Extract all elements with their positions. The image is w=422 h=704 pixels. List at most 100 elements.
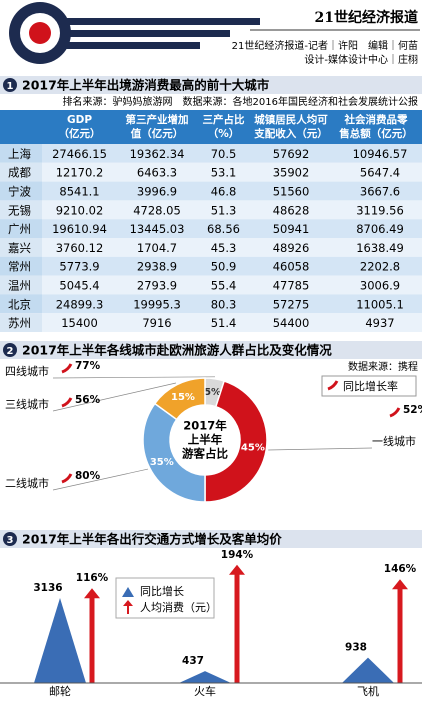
city-cell <box>0 219 42 238</box>
column-header: （%） <box>208 127 240 140</box>
category-label: 二线城市 <box>5 476 49 490</box>
section-title: 2017年上半年各出行交通方式增长及客单均价 <box>22 532 282 547</box>
table-cell: 5045.4 <box>59 279 99 293</box>
arrow <box>84 588 100 683</box>
slice-label: 35% <box>150 457 174 468</box>
table-cell: 46058 <box>273 260 310 274</box>
table-cell: 80.3 <box>211 297 237 311</box>
city-cell <box>0 144 42 163</box>
table-cell: 47785 <box>273 279 310 293</box>
category-label: 一线城市 <box>372 434 416 448</box>
leader-line <box>268 447 373 451</box>
legend-arrow <box>123 600 133 614</box>
city-cell <box>0 256 42 276</box>
table-cell: 3760.12 <box>56 241 104 255</box>
table-cell: 19995.3 <box>133 297 181 311</box>
city-name: 成都 <box>8 166 31 180</box>
legend-box <box>321 375 417 397</box>
table-cell: 68.56 <box>207 222 240 236</box>
table-cell: 19610.94 <box>52 222 107 236</box>
donut-slice <box>204 380 268 503</box>
table-cell: 1704.7 <box>137 241 177 255</box>
city-cell <box>0 238 42 257</box>
table-cell: 51.4 <box>211 316 237 330</box>
table-cell: 10946.57 <box>353 147 408 161</box>
table-row <box>0 144 422 163</box>
column-header: 社会消费品零 <box>344 113 408 126</box>
table-cell: 3996.9 <box>137 185 177 199</box>
table-row <box>0 313 422 332</box>
city-name: 上海 <box>8 147 31 161</box>
table-row <box>0 181 422 201</box>
donut-slice <box>142 402 206 503</box>
legend-label: 同比增长率 <box>343 379 398 393</box>
table-cell: 4937 <box>365 316 394 330</box>
table-cell: 7916 <box>142 316 171 330</box>
city-name: 无锡 <box>8 203 31 217</box>
column-header: （亿元） <box>59 127 101 140</box>
table-cell: 24899.3 <box>56 297 104 311</box>
leader-line <box>52 382 177 412</box>
column-header: 三产占比 <box>203 113 245 126</box>
table-cell: 3667.6 <box>360 185 400 199</box>
city-name: 嘉兴 <box>8 241 31 255</box>
table-cell: 70.5 <box>211 147 237 161</box>
column-header: 售总额（亿元） <box>339 127 413 140</box>
table-cell: 9210.02 <box>56 203 104 217</box>
section-badge <box>3 78 17 92</box>
table-cell: 2938.9 <box>137 260 177 274</box>
city-cell <box>0 181 42 201</box>
legend-label: 同比增长 <box>140 584 184 598</box>
legend-label: 人均消费（元） <box>140 600 217 614</box>
table-cell: 2202.8 <box>360 260 400 274</box>
triangle-label: 938 <box>345 642 367 654</box>
triangle <box>342 657 394 683</box>
growth-arrow <box>327 380 339 391</box>
section-number: 3 <box>7 535 14 546</box>
city-name: 北京 <box>8 297 31 311</box>
table-cell: 13445.03 <box>130 222 185 236</box>
table-cell: 11005.1 <box>356 297 404 311</box>
section-badge <box>3 532 17 546</box>
section-note: 数据来源：携程 <box>348 360 418 373</box>
column-header: GDP <box>67 114 92 126</box>
table-cell: 48628 <box>273 203 310 217</box>
slice-label: 45% <box>241 443 265 454</box>
arrow-label: 146% <box>384 563 417 575</box>
column-header: 第三产业增加 <box>126 113 189 126</box>
table-cell: 2793.9 <box>137 279 177 293</box>
city-name: 苏州 <box>8 316 31 330</box>
table-cell: 1638.49 <box>356 241 404 255</box>
table-cell: 5647.4 <box>360 166 400 180</box>
logo <box>9 2 260 64</box>
section-title: 2017年上半年各线城市赴欧洲旅游人群占比及变化情况 <box>22 343 332 358</box>
city-name: 温州 <box>8 279 31 293</box>
center-label: 游客占比 <box>182 447 228 461</box>
section-bar <box>0 76 422 94</box>
section-badge <box>3 343 17 357</box>
arrow-label: 116% <box>76 572 109 584</box>
city-cell <box>0 275 42 295</box>
city-cell <box>0 294 42 314</box>
section-number: 1 <box>7 81 14 92</box>
credit: 设计-媒体设计中心｜庄栩 <box>304 53 418 66</box>
center-label: 上半年 <box>188 433 223 447</box>
leader-line <box>52 376 216 379</box>
header-title: 21世纪经济报道 <box>315 9 418 26</box>
slice-label: 5% <box>204 387 221 398</box>
table-row <box>0 294 422 314</box>
growth-arrow <box>389 407 401 418</box>
legend-triangle <box>122 587 134 597</box>
growth-label: 80% <box>75 470 101 482</box>
table-cell: 45.3 <box>211 241 237 255</box>
category-label: 火车 <box>194 684 216 698</box>
triangle <box>34 598 86 683</box>
city-name: 宁波 <box>8 185 31 199</box>
legend-box <box>115 577 215 619</box>
growth-label: 52% <box>403 404 422 416</box>
section-number: 2 <box>7 346 14 357</box>
table-row <box>0 238 422 257</box>
table-cell: 57692 <box>273 147 310 161</box>
table-row <box>0 162 422 182</box>
